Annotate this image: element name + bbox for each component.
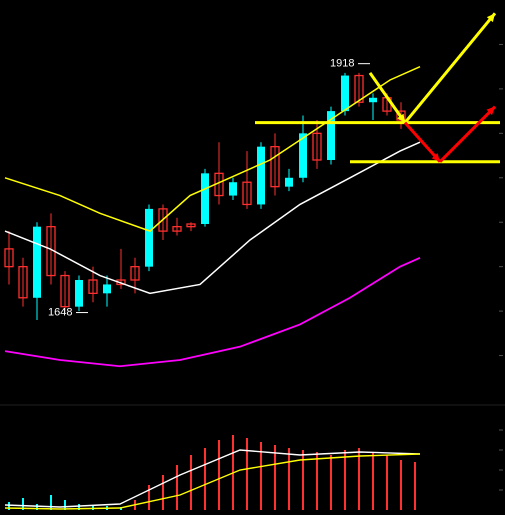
candle-body [33, 227, 41, 298]
candle-body [285, 178, 293, 187]
price-label: 1918 [330, 58, 354, 70]
candle-body [369, 98, 377, 102]
candle-body [75, 280, 83, 307]
candle-body [145, 209, 153, 267]
candle-body [103, 284, 111, 293]
price-label: 1648 [48, 307, 72, 319]
candle-body [257, 147, 265, 205]
candle-body [201, 173, 209, 224]
candlestick-chart[interactable]: 1918 1648 [0, 0, 505, 515]
candle-body [229, 182, 237, 195]
candle-body [341, 76, 349, 112]
